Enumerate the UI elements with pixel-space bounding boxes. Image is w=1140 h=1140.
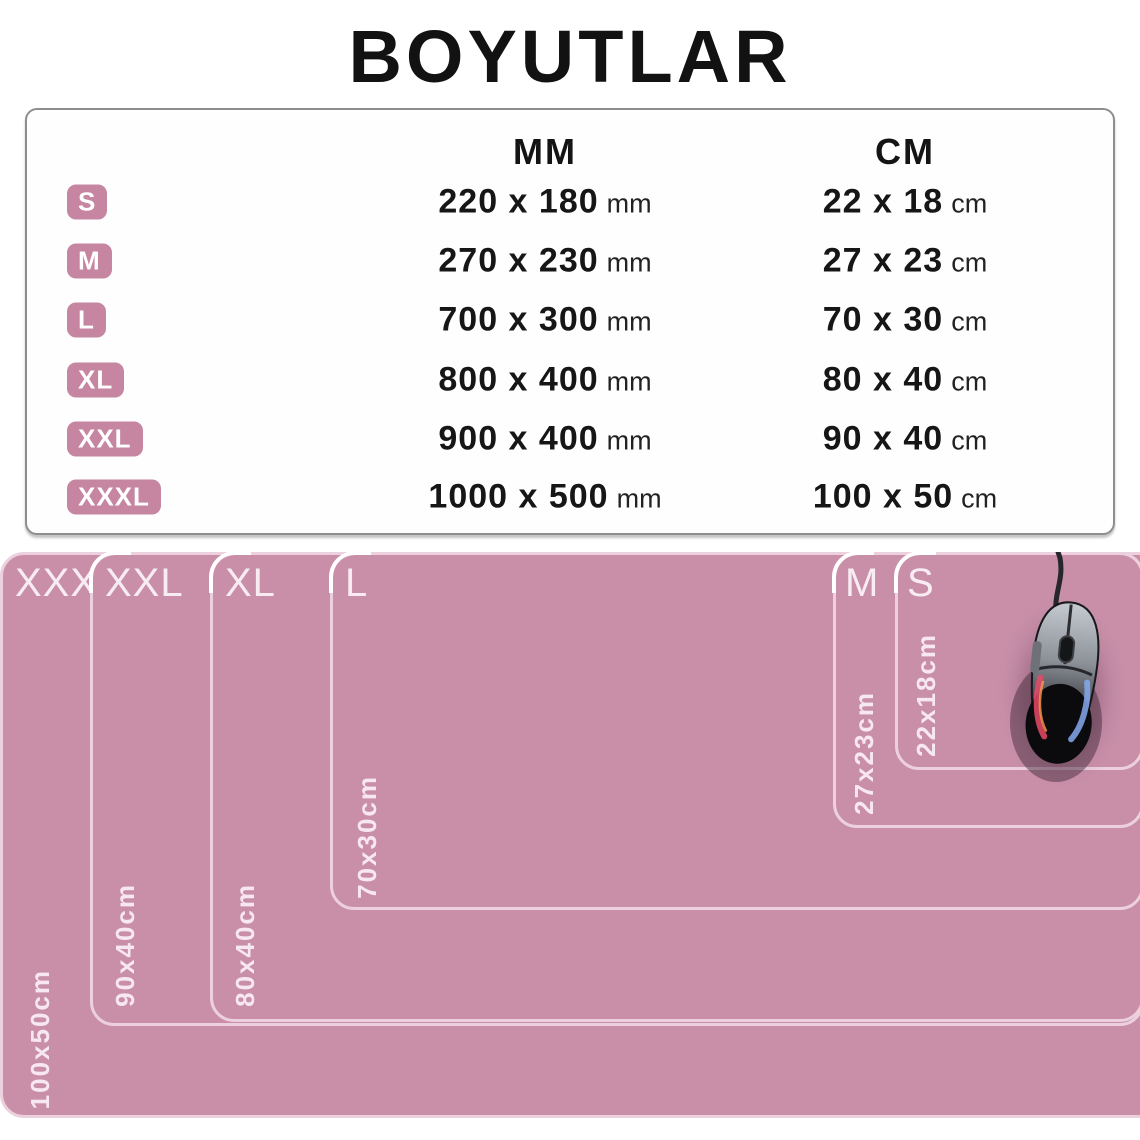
cm-unit: cm	[951, 425, 988, 456]
pad-dimension-label: 100x50cm	[25, 968, 55, 1109]
cm-unit: cm	[951, 366, 988, 397]
mm-value: 1000 x 500 mm	[428, 478, 661, 517]
cm-value: 70 x 30 cm	[823, 301, 987, 340]
size-badge-xxxl: XXXL	[67, 479, 161, 515]
pad-size-diagram: XXXL 100x50cm XXL 90x40cm XL 80x40cm L 7…	[0, 551, 1140, 1118]
cm-number: 90 x 40	[822, 419, 944, 458]
column-header-mm: MM	[513, 131, 577, 172]
mm-unit: mm	[606, 188, 652, 219]
mm-number: 900 x 400	[438, 419, 599, 458]
cm-unit: cm	[951, 306, 988, 337]
mm-number: 1000 x 500	[428, 477, 609, 516]
pad-label: XXL	[105, 561, 184, 605]
size-badge-xxl: XXL	[67, 421, 143, 457]
mm-unit: mm	[616, 483, 662, 514]
mm-value: 900 x 400 mm	[438, 420, 651, 459]
cm-unit: cm	[961, 483, 998, 514]
cm-value: 80 x 40 cm	[823, 361, 987, 400]
cm-value: 27 x 23 cm	[823, 242, 987, 281]
mm-number: 270 x 230	[438, 241, 599, 280]
cm-number: 100 x 50	[812, 477, 954, 516]
mm-number: 800 x 400	[438, 360, 599, 399]
pad-dimension-label: 22x18cm	[911, 633, 941, 757]
cm-number: 22 x 18	[822, 182, 944, 221]
mm-unit: mm	[606, 306, 652, 337]
mm-value: 270 x 230 mm	[438, 242, 651, 281]
pad-label: M	[845, 561, 880, 605]
size-badge-l: L	[67, 302, 106, 338]
pad-label: XL	[225, 561, 276, 605]
cm-unit: cm	[951, 188, 988, 219]
pad-dimension-label: 27x23cm	[849, 691, 879, 815]
pad-dimension-label: 90x40cm	[110, 883, 140, 1007]
mm-value: 800 x 400 mm	[438, 361, 651, 400]
size-badge-s: S	[67, 184, 108, 220]
cm-value: 100 x 50 cm	[813, 478, 997, 517]
mm-value: 700 x 300 mm	[438, 301, 651, 340]
pad-label: L	[345, 561, 369, 605]
pad-dimension-label: 70x30cm	[352, 775, 382, 899]
mm-number: 700 x 300	[438, 300, 599, 339]
pad-label: S	[907, 561, 935, 605]
cm-value: 22 x 18 cm	[823, 183, 987, 222]
mm-number: 220 x 180	[438, 182, 599, 221]
pad-dimension-label: 80x40cm	[230, 883, 260, 1007]
page-title: BOYUTLAR	[348, 15, 792, 98]
cm-number: 80 x 40	[822, 360, 944, 399]
mm-unit: mm	[606, 247, 652, 278]
mm-unit: mm	[606, 366, 652, 397]
gaming-mouse-icon	[994, 552, 1130, 792]
cm-number: 27 x 23	[822, 241, 944, 280]
cm-unit: cm	[951, 247, 988, 278]
mm-unit: mm	[606, 425, 652, 456]
cm-number: 70 x 30	[822, 300, 944, 339]
cm-value: 90 x 40 cm	[823, 420, 987, 459]
column-header-cm: CM	[875, 131, 935, 172]
size-badge-xl: XL	[67, 362, 125, 398]
mm-value: 220 x 180 mm	[438, 183, 651, 222]
size-table-card: MM CM S 220 x 180 mm 22 x 18 cm M 270 x 23…	[25, 108, 1115, 535]
size-badge-m: M	[67, 243, 112, 279]
